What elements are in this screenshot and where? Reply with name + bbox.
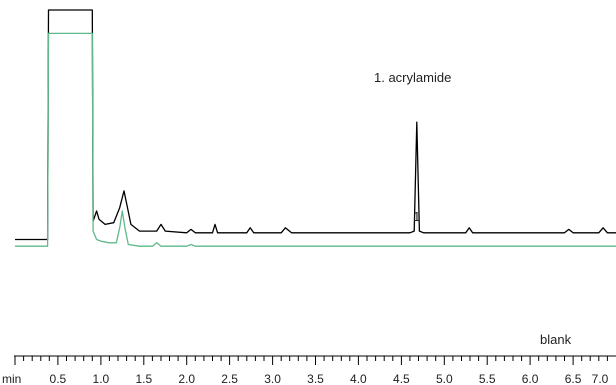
x-tick-label: 1.5 xyxy=(135,372,152,385)
x-tick-label: 4.0 xyxy=(350,372,367,385)
x-tick-label: 5.0 xyxy=(436,372,453,385)
x-tick-label: 6.0 xyxy=(522,372,539,385)
chromatogram-traces xyxy=(15,9,616,247)
blank-series-label: blank xyxy=(540,332,572,347)
x-tick-label: 2.5 xyxy=(221,372,238,385)
x-axis-tick-labels: 0.5 1.0 1.5 2.0 2.5 3.0 3.5 4.0 4.5 5.0 5.5 6.0 6.5 7… xyxy=(50,372,609,385)
x-axis-unit-label: min xyxy=(2,372,21,385)
x-tick-label: 6.5 xyxy=(565,372,582,385)
x-axis-ticks xyxy=(14,356,608,365)
x-tick-label: 5.5 xyxy=(479,372,496,385)
x-tick-label: 3.5 xyxy=(307,372,324,385)
x-tick-label: 4.5 xyxy=(393,372,410,385)
x-tick-label: 1.0 xyxy=(93,372,110,385)
sample-trace xyxy=(15,9,616,241)
x-tick-label: 7.0 xyxy=(592,372,609,385)
compound-annotation: 1. acrylamide xyxy=(374,70,451,85)
x-tick-label: 2.0 xyxy=(178,372,195,385)
x-tick-label: 0.5 xyxy=(50,372,67,385)
x-tick-label: 3.0 xyxy=(264,372,281,385)
peak-label: 1 xyxy=(413,209,420,224)
blank-trace xyxy=(15,32,616,247)
